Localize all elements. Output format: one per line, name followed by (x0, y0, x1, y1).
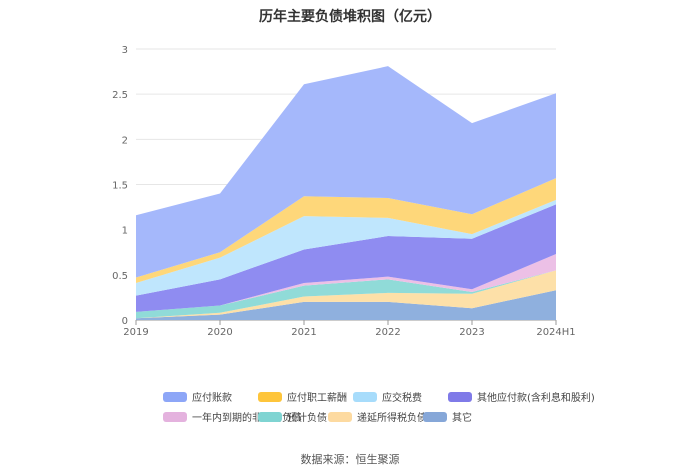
legend: 应付账款 应付职工薪酬 应交税费 其他应付款(含利息和股利) 一年内到期的非流动负债预计… (163, 391, 595, 424)
x-tick-label: 2023 (459, 327, 484, 338)
area-series-5 (136, 199, 556, 296)
legend-label[interactable]: 一年内到期的非流动负债 (192, 411, 302, 424)
area-series-7 (136, 66, 556, 278)
legend-swatch (328, 412, 352, 422)
legend-swatch (163, 412, 187, 422)
area-series-6 (136, 178, 556, 283)
legend-label[interactable]: 应付职工薪酬 (287, 391, 347, 404)
y-tick-label: 3 (122, 45, 128, 56)
legend-label[interactable]: 预计负债 (287, 411, 327, 424)
area-series-2 (136, 270, 556, 319)
x-tick-label: 2020 (207, 327, 232, 338)
y-tick-label: 2 (122, 135, 128, 146)
x-tick-label: 2021 (291, 327, 316, 338)
data-source: 数据来源：恒生聚源 (300, 453, 400, 466)
y-tick-label: 1 (122, 226, 128, 237)
legend-label[interactable]: 其他应付款(含利息和股利) (477, 391, 595, 404)
x-tick-label: 2024H1 (536, 327, 575, 338)
legend-swatch (353, 392, 377, 402)
y-tick-label: 1.5 (112, 181, 128, 192)
area-series-1 (136, 270, 556, 319)
legend-swatch (258, 392, 282, 402)
legend-label[interactable]: 应交税费 (382, 391, 422, 404)
y-tick-label: 2.5 (112, 90, 128, 101)
legend-label[interactable]: 递延所得税负债 (357, 411, 427, 424)
legend-label[interactable]: 应付账款 (192, 391, 232, 404)
area-series-4 (136, 204, 556, 312)
x-tick-label: 2022 (375, 327, 400, 338)
legend-swatch (448, 392, 472, 402)
y-tick-label: 0 (122, 316, 128, 327)
legend-swatch (423, 412, 447, 422)
chart-title: 历年主要负债堆积图（亿元） (259, 9, 441, 25)
area-series-0 (136, 290, 556, 320)
y-tick-label: 0.5 (112, 271, 128, 282)
legend-swatch (258, 412, 282, 422)
legend-swatch (163, 392, 187, 402)
axes: 0 0.5 1 1.5 2 2.5 3 2019 2020 2021 2022 2023 2024H1 (112, 45, 576, 338)
area-series (136, 66, 556, 320)
legend-label[interactable]: 其它 (452, 411, 472, 424)
x-tick-label: 2019 (123, 327, 148, 338)
